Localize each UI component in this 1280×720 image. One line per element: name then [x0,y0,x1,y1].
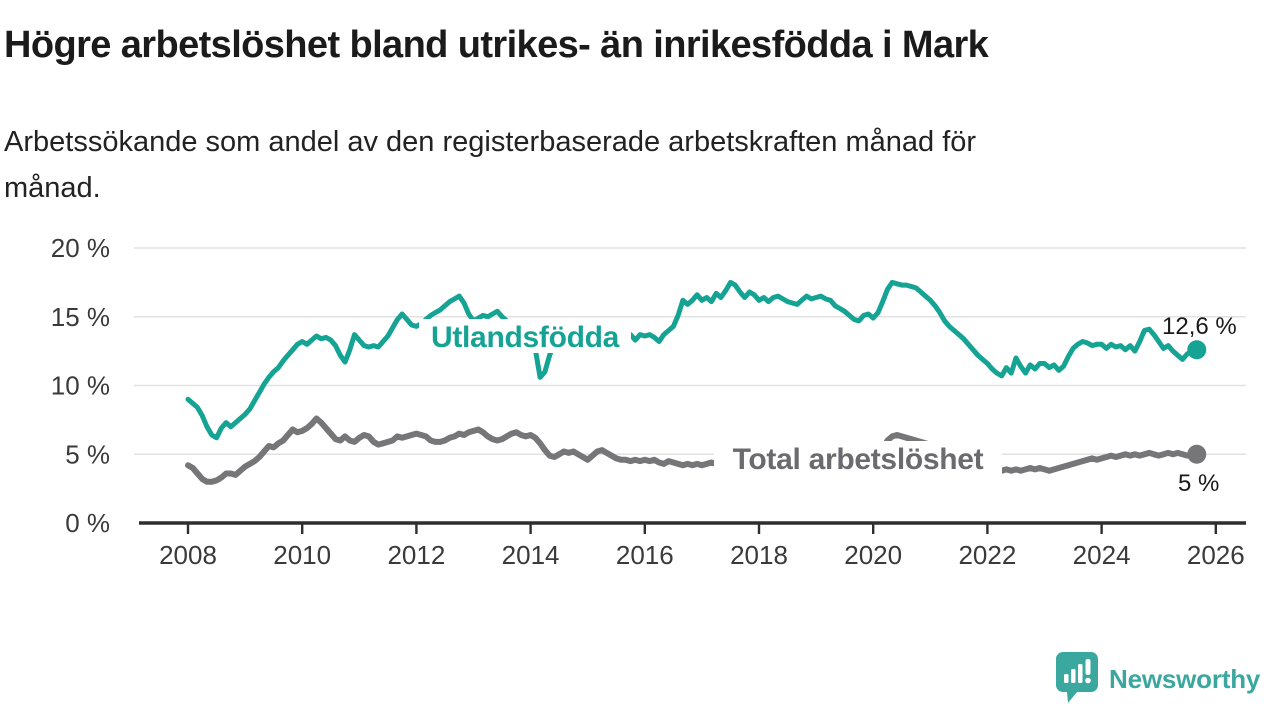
x-tick-label-2022: 2022 [958,540,1016,570]
chart-subtitle-line2: månad. [4,172,101,204]
end-dot-utlandsfodda [1187,340,1207,360]
series-label-utlandsfodda: Utlandsfödda [431,321,620,354]
x-tick-label-2010: 2010 [273,540,331,570]
end-value-label-total: 5 % [1178,470,1219,497]
series-label-mask-0 [419,319,631,353]
series-label-mask-1 [714,441,1002,474]
x-tick-label-2026: 2026 [1187,540,1245,570]
x-tick-label-2008: 2008 [159,540,217,570]
chart-subtitle: Arbetssökande som andel av den registerb… [4,119,1234,211]
y-tick-label-15: 15 % [51,302,110,332]
bar-chart-speech-bubble-icon [1056,652,1098,703]
newsworthy-logo-text: Newsworthy [1109,664,1261,694]
y-tick-label-20: 20 % [51,233,110,263]
x-tick-label-2014: 2014 [502,540,560,570]
series-line-utlandsfodda [185,279,1200,441]
x-tick-label-2024: 2024 [1073,540,1131,570]
y-tick-label-5: 5 % [65,439,110,469]
series-line-total [185,415,1200,485]
x-tick-label-2020: 2020 [844,540,902,570]
newsworthy-logo: Newsworthy [1054,650,1260,708]
end-value-label-utlandsfodda: 12,6 % [1162,313,1237,340]
y-tick-label-10: 10 % [51,371,110,401]
chart-title: Högre arbetslöshet bland utrikes- än inr… [4,24,989,66]
series-label-total: Total arbetslöshet [733,443,984,476]
x-tick-label-2012: 2012 [387,540,445,570]
y-tick-label-0: 0 % [65,508,110,538]
x-tick-label-2016: 2016 [616,540,674,570]
chart-subtitle-line1: Arbetssökande som andel av den registerb… [4,126,977,158]
end-dot-total [1187,444,1207,464]
x-tick-label-2018: 2018 [730,540,788,570]
